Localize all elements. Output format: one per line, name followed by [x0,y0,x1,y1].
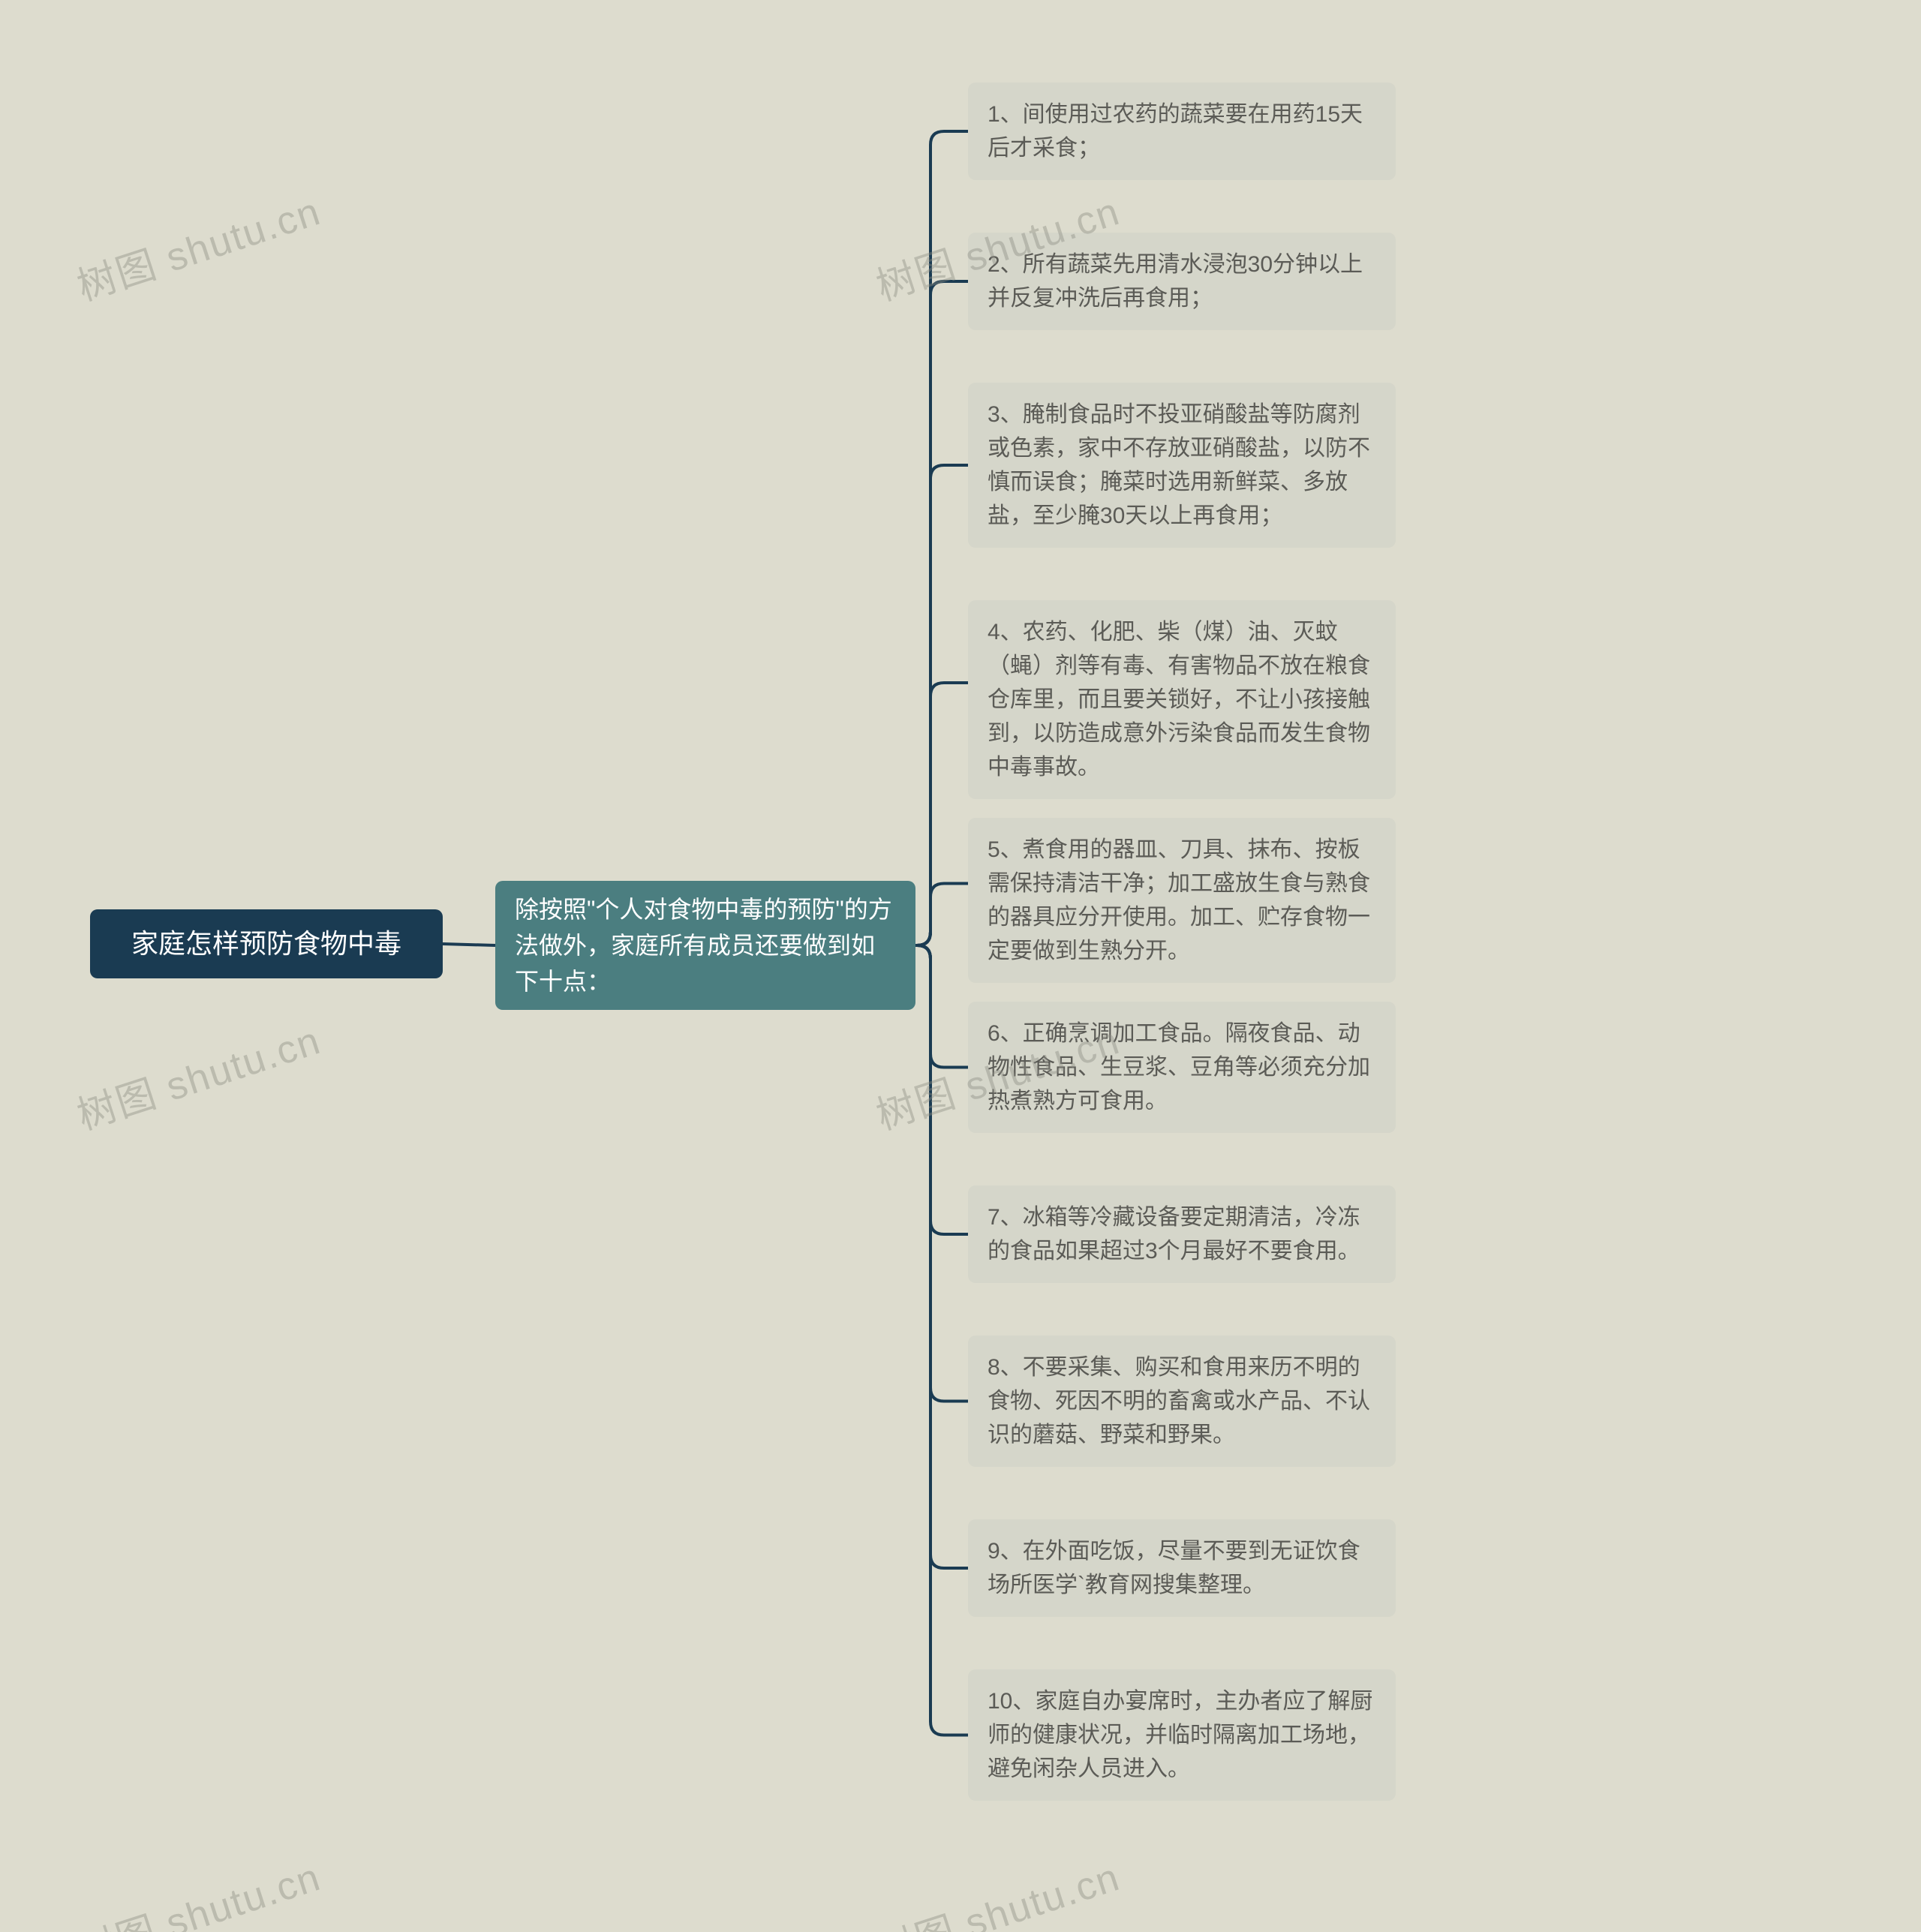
root-node-label: 家庭怎样预防食物中毒 [131,924,401,964]
leaf-node-label: 9、在外面吃饭，尽量不要到无证饮食场所医学`教育网搜集整理。 [988,1534,1376,1602]
connector [915,465,968,945]
leaf-node-6[interactable]: 6、正确烹调加工食品。隔夜食品、动物性食品、生豆浆、豆角等必须充分加热煮熟方可食… [968,1002,1396,1133]
leaf-node-label: 6、正确烹调加工食品。隔夜食品、动物性食品、生豆浆、豆角等必须充分加热煮熟方可食… [988,1017,1376,1118]
connector [443,944,495,945]
leaf-node-3[interactable]: 3、腌制食品时不投亚硝酸盐等防腐剂或色素，家中不存放亚硝酸盐，以防不慎而误食；腌… [968,383,1396,548]
watermark: 树图 shutu.cn [69,1009,327,1140]
connector [915,131,968,945]
watermark: 树图 shutu.cn [69,1846,327,1932]
leaf-node-label: 10、家庭自办宴席时，主办者应了解厨师的健康状况，并临时隔离加工场地，避免闲杂人… [988,1684,1376,1786]
connector [915,884,968,946]
leaf-node-10[interactable]: 10、家庭自办宴席时，主办者应了解厨师的健康状况，并临时隔离加工场地，避免闲杂人… [968,1669,1396,1801]
leaf-node-label: 8、不要采集、购买和食用来历不明的食物、死因不明的畜禽或水产品、不认识的蘑菇、野… [988,1351,1376,1452]
leaf-node-9[interactable]: 9、在外面吃饭，尽量不要到无证饮食场所医学`教育网搜集整理。 [968,1519,1396,1617]
mid-node[interactable]: 除按照"个人对食物中毒的预防"的方法做外，家庭所有成员还要做到如下十点： [495,881,915,1010]
leaf-node-label: 5、煮食用的器皿、刀具、抹布、按板需保持清洁干净；加工盛放生食与熟食的器具应分开… [988,833,1376,968]
leaf-node-7[interactable]: 7、冰箱等冷藏设备要定期清洁，冷冻的食品如果超过3个月最好不要食用。 [968,1185,1396,1283]
leaf-node-5[interactable]: 5、煮食用的器皿、刀具、抹布、按板需保持清洁干净；加工盛放生食与熟食的器具应分开… [968,818,1396,983]
connector [915,945,968,1068]
connector [915,945,968,1402]
leaf-node-2[interactable]: 2、所有蔬菜先用清水浸泡30分钟以上并反复冲洗后再食用； [968,233,1396,330]
leaf-node-4[interactable]: 4、农药、化肥、柴（煤）油、灭蚊（蝇）剂等有毒、有害物品不放在粮食仓库里，而且要… [968,600,1396,799]
watermark: 树图 shutu.cn [868,1846,1126,1932]
connector [915,281,968,945]
watermark: 树图 shutu.cn [69,180,327,311]
leaf-node-8[interactable]: 8、不要采集、购买和食用来历不明的食物、死因不明的畜禽或水产品、不认识的蘑菇、野… [968,1336,1396,1467]
root-node[interactable]: 家庭怎样预防食物中毒 [90,909,443,978]
leaf-node-1[interactable]: 1、间使用过农药的蔬菜要在用药15天后才采食； [968,83,1396,180]
mid-node-label: 除按照"个人对食物中毒的预防"的方法做外，家庭所有成员还要做到如下十点： [515,891,896,999]
leaf-node-label: 2、所有蔬菜先用清水浸泡30分钟以上并反复冲洗后再食用； [988,248,1376,315]
mindmap-canvas: 家庭怎样预防食物中毒 除按照"个人对食物中毒的预防"的方法做外，家庭所有成员还要… [0,0,1921,1932]
connector [915,945,968,1568]
leaf-node-label: 4、农药、化肥、柴（煤）油、灭蚊（蝇）剂等有毒、有害物品不放在粮食仓库里，而且要… [988,615,1376,784]
leaf-node-label: 7、冰箱等冷藏设备要定期清洁，冷冻的食品如果超过3个月最好不要食用。 [988,1200,1376,1268]
leaf-node-label: 1、间使用过农药的蔬菜要在用药15天后才采食； [988,98,1376,165]
connector [915,683,968,945]
connector [915,945,968,1234]
connector [915,945,968,1735]
leaf-node-label: 3、腌制食品时不投亚硝酸盐等防腐剂或色素，家中不存放亚硝酸盐，以防不慎而误食；腌… [988,398,1376,533]
